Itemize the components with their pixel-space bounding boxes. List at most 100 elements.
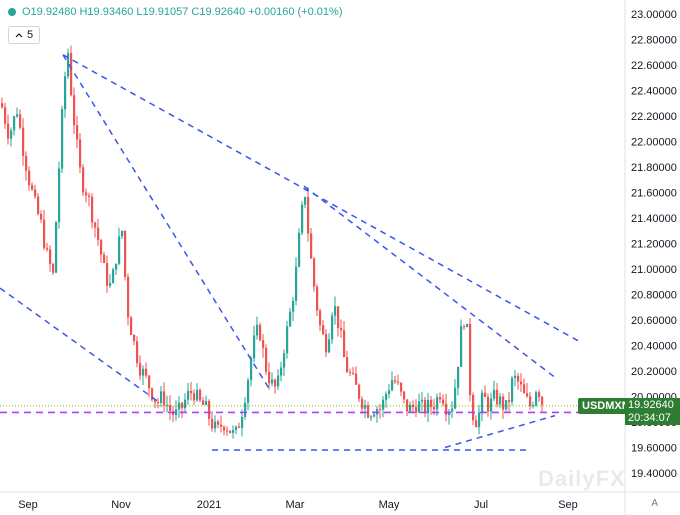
candle-body [334,306,337,316]
candle-body [37,196,40,214]
candle-body [436,397,439,410]
candle-body [301,204,304,233]
trendline [303,185,556,378]
y-tick-label: 20.60000 [631,315,677,327]
candle-body [418,401,421,413]
y-tick-label: 23.00000 [631,9,677,21]
candle-body [325,334,328,353]
candle-body [343,330,346,357]
candle-body [40,213,43,220]
candle-body [442,399,445,404]
candle-body [388,390,391,394]
candle-body [493,389,496,399]
candle-body [466,323,469,328]
candle-body [286,326,289,354]
candle-body [289,311,292,327]
y-tick-label: 21.60000 [631,188,677,200]
candle-body [31,185,34,190]
candle-body [481,392,484,413]
candle-body [190,390,193,394]
ohlc-status-dot [8,8,16,16]
y-tick-label: 20.40000 [631,341,677,353]
candle-body [346,356,349,373]
candle-body [352,372,355,374]
candle-body [94,222,97,228]
y-tick-label: 21.40000 [631,213,677,225]
candle-body [79,139,82,168]
y-tick-label: 22.00000 [631,137,677,149]
candle-body [34,189,37,197]
candle-body [166,405,169,407]
current-price-tag: 19.92640 [625,398,680,412]
candle-body [508,400,511,402]
candle-body [355,373,358,385]
candle-body [472,395,475,421]
x-tick-label: 2021 [197,499,221,511]
candle-body [316,286,319,311]
candle-body [328,339,331,353]
indicator-toggle-button[interactable]: 5 [8,26,41,44]
candle-body [400,383,403,392]
candle-body [97,227,100,241]
candle-body [199,389,202,401]
candle-body [427,399,430,414]
candle-body [523,384,526,394]
candle-body [421,399,424,402]
candle-body [490,398,493,412]
candle-body [340,328,343,331]
y-tick-label: 22.20000 [631,111,677,123]
candle-body [424,399,427,414]
candle-body [226,430,229,432]
candle-body [256,324,259,336]
candle-body [496,389,499,405]
candle-body [361,398,364,409]
candle-body [223,426,226,431]
auto-scale-button[interactable]: A [651,498,658,509]
candle-body [52,263,55,273]
candle-body [280,367,283,376]
candle-body [43,219,46,248]
candle-body [10,130,13,139]
y-tick-label: 21.20000 [631,239,677,251]
y-tick-label: 22.80000 [631,35,677,47]
candle-body [136,341,139,364]
candle-body [85,192,88,196]
candle-body [514,375,517,379]
candle-body [406,399,409,412]
candle-body [367,405,370,418]
candle-body [220,424,223,427]
candle-body [145,368,148,376]
candle-body [412,404,415,408]
candle-body [484,392,487,397]
candle-body [241,416,244,428]
candle-body [178,402,181,410]
y-tick-label: 22.60000 [631,60,677,72]
y-tick-label: 21.00000 [631,264,677,276]
x-tick-label: Nov [111,499,131,511]
candle-body [250,358,253,381]
y-tick-label: 19.40000 [631,468,677,480]
candle-body [244,402,247,417]
candle-body [118,236,121,264]
candle-body [487,396,490,412]
candle-body [91,196,94,223]
candle-body [451,408,454,412]
candle-body [124,230,127,277]
candle-body [478,412,481,428]
candle-body [304,197,307,205]
candle-body [397,381,400,384]
ohlc-values: O19.92480 H19.93460 L19.91057 C19.92640 … [22,6,343,18]
candle-body [454,387,457,409]
candle-body [49,249,52,264]
candle-body [133,334,136,342]
x-tick-label: Jul [474,499,488,511]
candle-body [7,123,10,139]
candle-body [253,335,256,359]
symbol-tag: USDMXN [578,398,634,414]
candle-body [214,421,217,429]
y-tick-label: 20.20000 [631,366,677,378]
candle-body [112,269,115,284]
candle-body [541,396,544,405]
